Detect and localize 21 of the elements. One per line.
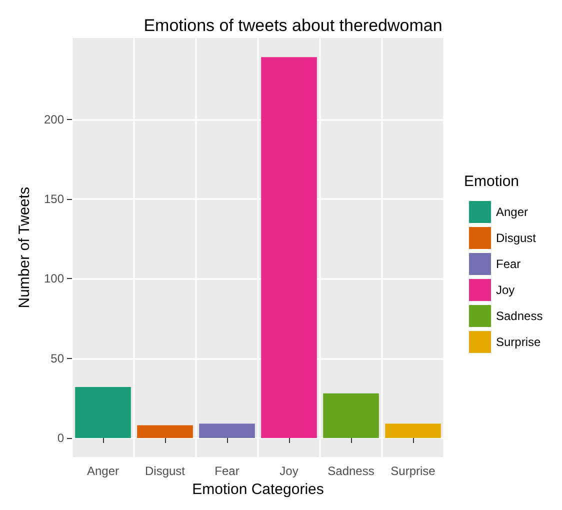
y-axis-title: Number of Tweets bbox=[16, 186, 33, 308]
legend-label: Sadness bbox=[496, 309, 543, 323]
x-tick-label: Fear bbox=[214, 464, 240, 478]
x-tick-label: Sadness bbox=[328, 464, 374, 478]
legend-label: Anger bbox=[496, 205, 528, 219]
x-tick-label: Joy bbox=[280, 464, 298, 478]
legend-label: Disgust bbox=[496, 231, 537, 245]
legend-label: Surprise bbox=[496, 335, 542, 349]
y-tick-label: 0 bbox=[57, 430, 64, 445]
legend-title: Emotion bbox=[464, 173, 520, 190]
x-tick-label: Disgust bbox=[144, 464, 186, 478]
y-tick-label: 200 bbox=[44, 112, 64, 126]
chart-title: Emotions of tweets about theredwoman bbox=[144, 16, 442, 35]
x-axis-title: Emotion Categories bbox=[192, 481, 324, 498]
legend-label: Fear bbox=[496, 257, 521, 271]
y-tick-label: 50 bbox=[50, 351, 64, 366]
y-tick-label: 150 bbox=[44, 192, 64, 206]
x-tick-label: Surprise bbox=[390, 464, 436, 478]
x-tick-label: Anger bbox=[86, 464, 120, 478]
legend-label: Joy bbox=[496, 283, 515, 297]
y-tick-label: 100 bbox=[44, 272, 64, 286]
